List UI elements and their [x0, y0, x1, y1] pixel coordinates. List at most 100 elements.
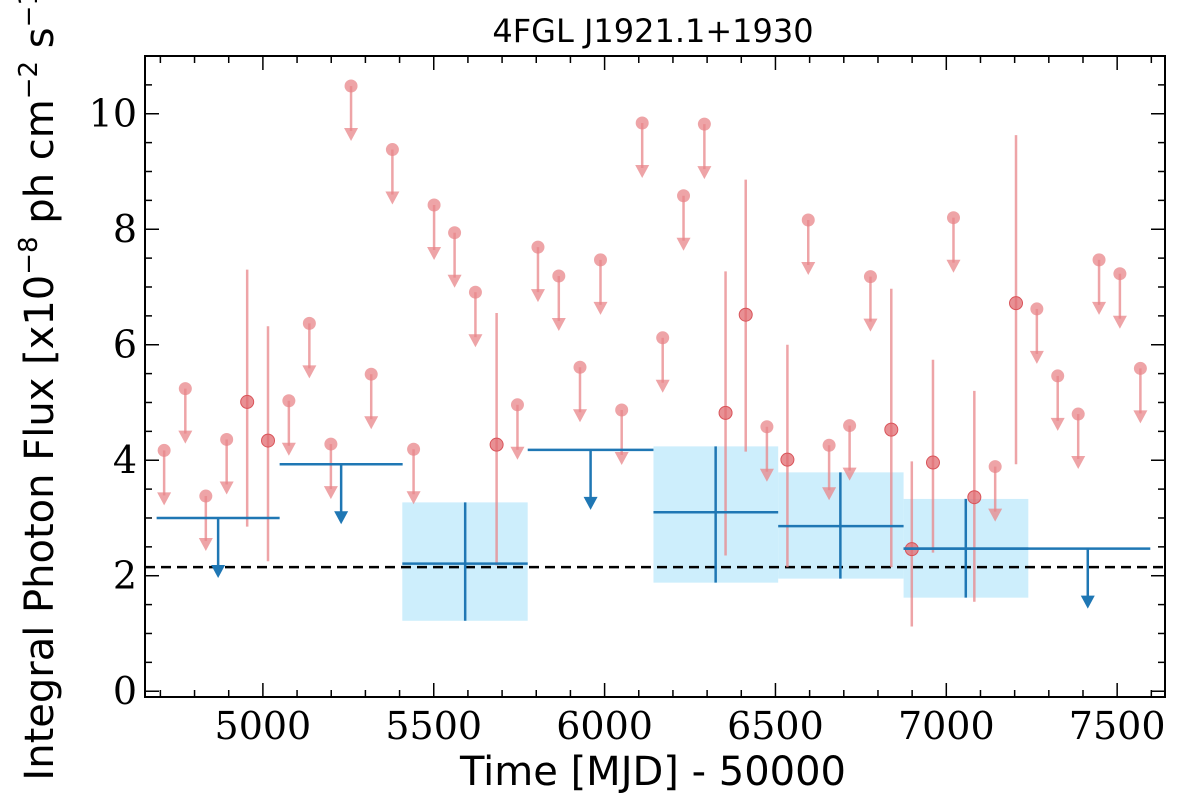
long-bin-detection-2 — [778, 472, 904, 579]
short-bin-ul-arrow — [364, 416, 379, 430]
short-bin-upper-limit-17 — [572, 360, 587, 423]
short-bin-ul-arrow — [842, 467, 857, 481]
short-bin-ul-arrow — [1112, 315, 1127, 329]
short-bin-ul-point — [1071, 407, 1085, 421]
short-bin-ul-point — [822, 438, 836, 452]
x-tick-label: 5000 — [215, 704, 312, 748]
short-bin-ul-point — [1113, 267, 1127, 281]
short-bin-upper-limit-13 — [468, 285, 483, 348]
short-bin-upper-limit-34 — [1092, 253, 1107, 315]
short-bin-ul-point — [801, 213, 815, 227]
short-bin-detection-1 — [261, 326, 276, 562]
short-bin-ul-arrow — [655, 379, 670, 393]
short-bin-ul-point — [593, 253, 607, 267]
long-bin-ul-arrow — [211, 564, 226, 578]
long-bin-ul-arrow — [334, 511, 349, 525]
y-tick-label: 4 — [113, 438, 137, 482]
short-bin-point — [738, 307, 753, 322]
y-axis-label: Integral Photon Flux [x10−8 ph cm−2 s−1] — [14, 0, 63, 781]
x-tick-label: 6000 — [556, 704, 653, 748]
short-bin-upper-limit-7 — [344, 79, 359, 142]
short-bin-ul-point — [364, 367, 378, 381]
short-bin-detection-3 — [718, 271, 733, 556]
short-bin-ul-point — [448, 226, 462, 240]
y-tick-label: 8 — [113, 207, 137, 251]
short-bin-upper-limit-20 — [635, 116, 650, 178]
short-bin-ul-arrow — [157, 492, 172, 506]
short-bin-point — [884, 422, 899, 437]
short-bin-ul-point — [656, 331, 670, 345]
short-bin-ul-point — [385, 143, 399, 157]
short-bin-ul-arrow — [1092, 301, 1107, 315]
axis-ticks: 5000 5500 6000 6500 7000 7500 0 2 4 6 8 10 — [89, 55, 1166, 748]
short-bin-ul-point — [552, 269, 566, 283]
short-bin-point — [967, 490, 982, 505]
short-bin-upper-limit-15 — [530, 240, 545, 303]
short-bin-upper-limit-8 — [364, 367, 379, 430]
short-bin-detection-6 — [884, 288, 899, 568]
plot-frame — [144, 55, 1166, 698]
long-bin-upper-limit-0 — [156, 516, 280, 578]
short-bin-ul-point — [324, 437, 338, 451]
short-bin-ul-point — [1133, 361, 1147, 375]
y-axis-label-exp3: −1 — [14, 0, 44, 27]
long-bin-detection-3 — [903, 498, 1029, 598]
short-bin-ul-arrow — [198, 538, 213, 552]
y-axis-label-mid: ph cm — [17, 99, 63, 236]
short-bin-ul-arrow — [281, 442, 296, 456]
short-bin-ul-point — [946, 211, 960, 225]
short-bin-upper-limit-35 — [1112, 267, 1127, 329]
short-bin-point — [240, 394, 255, 409]
y-axis-label-exp2: −2 — [14, 61, 44, 99]
short-bin-point — [1009, 296, 1024, 311]
short-bin-point — [489, 437, 504, 452]
short-bin-point — [261, 433, 276, 448]
long-bin-upper-limit-2 — [527, 448, 654, 510]
short-bin-ul-point — [1051, 369, 1065, 383]
short-bin-ul-arrow — [344, 128, 359, 142]
long-bin-ul-arrow — [583, 496, 598, 510]
short-bin-ul-arrow — [323, 486, 338, 500]
short-bin-detection-4 — [738, 179, 753, 452]
short-bin-upper-limit-24 — [759, 420, 774, 482]
short-bin-ul-arrow — [1071, 456, 1086, 470]
short-bin-ul-point — [1030, 302, 1044, 316]
short-bin-detection-9 — [967, 390, 982, 602]
short-bin-ul-arrow — [635, 164, 650, 178]
y-axis-label-main: Integral Photon Flux [x10 — [17, 275, 63, 781]
short-bin-ul-arrow — [759, 468, 774, 482]
short-bin-ul-arrow — [468, 334, 483, 348]
short-bin-detection-7 — [904, 461, 919, 627]
short-bin-ul-arrow — [1133, 410, 1148, 424]
short-bin-upper-limit-26 — [822, 438, 837, 501]
short-bin-upper-limit-16 — [551, 269, 566, 332]
short-bin-upper-limit-33 — [1071, 407, 1086, 470]
short-bin-ul-point — [843, 419, 857, 433]
short-bin-detection-5 — [780, 344, 795, 568]
short-bin-ul-point — [407, 442, 421, 456]
short-bin-upper-limit-9 — [385, 143, 400, 205]
y-tick-label: 2 — [113, 554, 137, 598]
short-bin-upper-limit-21 — [655, 331, 670, 393]
x-tick-label: 5500 — [385, 704, 482, 748]
short-bin-ul-arrow — [530, 289, 545, 303]
short-bin-point — [925, 455, 940, 470]
short-bin-ul-arrow — [697, 166, 712, 180]
short-bin-ul-point — [677, 189, 691, 203]
short-bin-ul-arrow — [988, 508, 1003, 522]
short-bin-upper-limit-23 — [697, 117, 712, 180]
short-bin-ul-arrow — [427, 246, 442, 260]
short-bin-ul-arrow — [302, 365, 317, 379]
short-bin-upper-limit-19 — [614, 403, 629, 465]
plot-area — [145, 79, 1165, 627]
short-bin-detection-8 — [925, 359, 940, 553]
short-bin-ul-point — [863, 270, 877, 284]
short-bin-upper-limit-11 — [427, 198, 442, 260]
long-bin-upper-limit-1 — [279, 463, 403, 525]
short-bin-upper-limit-27 — [842, 419, 857, 481]
short-bin-ul-arrow — [676, 237, 691, 251]
short-bin-ul-arrow — [406, 491, 421, 505]
y-axis-label-mid2: s — [17, 27, 63, 61]
short-bin-ul-point — [199, 489, 213, 503]
short-bin-upper-limit-4 — [281, 394, 296, 456]
